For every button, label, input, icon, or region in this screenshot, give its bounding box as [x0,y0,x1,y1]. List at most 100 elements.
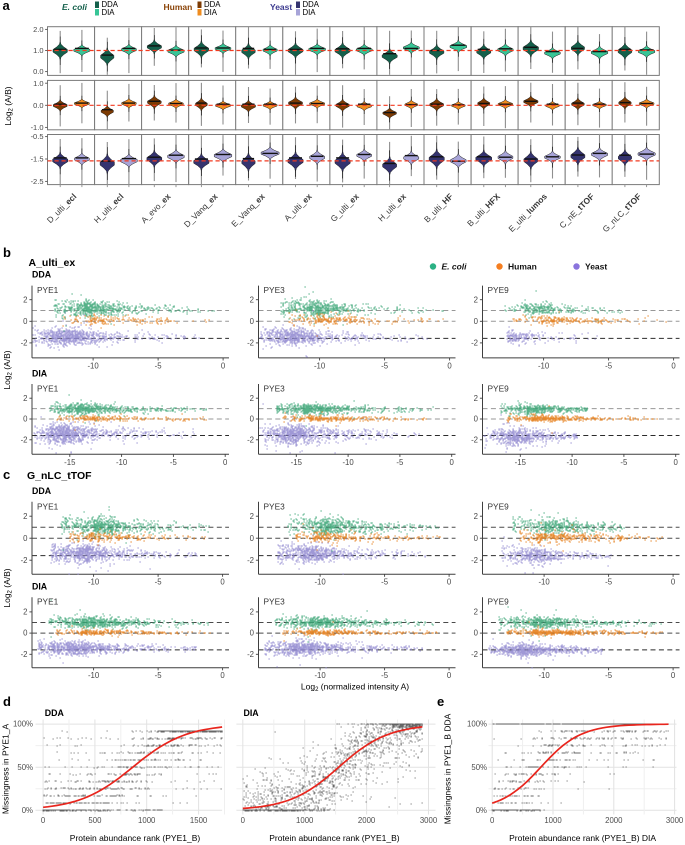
svg-text:500: 500 [88,816,102,825]
svg-text:DIA: DIA [32,581,48,591]
svg-text:-10: -10 [314,671,326,680]
svg-text:0: 0 [474,415,479,424]
svg-text:-5: -5 [170,458,178,467]
svg-text:Protein abundance rank (PYE1_B: Protein abundance rank (PYE1_B) [70,833,201,843]
svg-text:0: 0 [250,534,255,543]
svg-text:PYE9: PYE9 [488,597,510,607]
svg-text:0: 0 [474,534,479,543]
svg-text:2.0: 2.0 [33,25,43,34]
svg-text:0: 0 [221,361,226,370]
svg-text:b: b [3,245,11,260]
svg-text:0: 0 [250,629,255,638]
svg-text:2: 2 [250,512,254,521]
svg-text:-10: -10 [566,458,578,467]
svg-text:2000: 2000 [605,816,623,825]
svg-text:0: 0 [250,415,255,424]
svg-text:-2: -2 [21,339,28,348]
svg-text:-5: -5 [396,458,404,467]
svg-text:-1.5: -1.5 [31,155,44,164]
svg-text:0: 0 [447,671,452,680]
svg-text:DIA: DIA [102,8,116,17]
svg-text:-10: -10 [314,578,326,587]
svg-text:50%: 50% [471,763,487,772]
svg-text:0: 0 [223,458,228,467]
svg-text:PYE9: PYE9 [488,384,510,394]
svg-text:Log2 (normalized intensity A): Log2 (normalized intensity A) [301,682,409,694]
svg-text:-2: -2 [21,650,28,659]
svg-text:50%: 50% [17,763,33,772]
svg-text:c: c [3,467,10,482]
svg-text:Yeast: Yeast [585,262,607,272]
svg-text:-0.5: -0.5 [31,132,44,141]
svg-text:1000: 1000 [296,816,314,825]
svg-text:-15: -15 [64,458,76,467]
svg-text:-10: -10 [538,361,550,370]
svg-text:PYE1: PYE1 [37,501,59,511]
svg-text:PYE3: PYE3 [264,501,286,511]
svg-text:-5: -5 [605,578,613,587]
svg-text:0.0: 0.0 [33,67,43,76]
svg-text:Missingness in PYE1_A: Missingness in PYE1_A [1,724,11,815]
svg-text:2: 2 [23,608,27,617]
svg-text:0%: 0% [22,806,33,815]
svg-text:-5: -5 [605,361,613,370]
svg-text:1000: 1000 [138,816,156,825]
svg-text:DDA: DDA [303,0,320,9]
svg-text:-5: -5 [381,361,389,370]
svg-text:0: 0 [490,816,495,825]
svg-text:100%: 100% [13,720,33,729]
svg-text:PYE3: PYE3 [264,384,286,394]
svg-text:Human: Human [164,2,193,12]
svg-text:0: 0 [450,458,455,467]
svg-text:0: 0 [23,534,28,543]
svg-text:PYE1: PYE1 [37,384,59,394]
svg-text:PYE9: PYE9 [488,501,510,511]
svg-text:a: a [3,0,11,13]
svg-text:0: 0 [474,317,479,326]
svg-text:2: 2 [474,608,478,617]
svg-text:PYE3: PYE3 [264,285,286,295]
svg-text:Log2 (A/B): Log2 (A/B) [2,350,14,389]
svg-text:-2.5: -2.5 [31,177,44,186]
svg-text:0: 0 [220,578,225,587]
svg-text:-10: -10 [538,671,550,680]
svg-text:-5: -5 [155,671,163,680]
svg-text:E. coli: E. coli [62,2,88,12]
svg-text:-5: -5 [605,671,613,680]
svg-text:-2: -2 [471,650,478,659]
svg-text:2000: 2000 [358,816,376,825]
svg-text:2: 2 [23,295,27,304]
svg-text:-5: -5 [381,671,389,680]
svg-text:0: 0 [447,578,452,587]
svg-text:Protein abundance rank (PYE1_B: Protein abundance rank (PYE1_B) DIA [509,833,656,843]
svg-text:Protein abundance rank (PYE1_B: Protein abundance rank (PYE1_B) [269,833,400,843]
svg-text:PYE1: PYE1 [37,285,59,295]
svg-text:3000: 3000 [420,816,438,825]
svg-text:E. coli: E. coli [442,262,468,272]
svg-text:2: 2 [250,295,254,304]
svg-text:0: 0 [671,361,676,370]
svg-text:3000: 3000 [666,816,684,825]
svg-text:e: e [437,694,444,709]
svg-text:0: 0 [220,671,225,680]
svg-text:-10: -10 [538,578,550,587]
svg-text:-15: -15 [515,458,527,467]
svg-text:1.0: 1.0 [33,79,43,88]
svg-text:-10: -10 [87,361,99,370]
svg-text:0: 0 [241,816,246,825]
svg-text:2: 2 [250,394,254,403]
svg-text:0: 0 [23,415,28,424]
svg-text:A_ulti_ex: A_ulti_ex [29,257,76,269]
svg-text:DIA: DIA [303,8,317,17]
svg-text:-1.0: -1.0 [31,123,44,132]
svg-text:DDA: DDA [32,486,52,496]
svg-text:DIA: DIA [204,8,218,17]
svg-text:Log2 (A/B): Log2 (A/B) [3,86,15,125]
svg-text:d: d [3,694,11,709]
svg-text:DDA: DDA [45,708,65,718]
svg-text:-2: -2 [471,556,478,565]
svg-text:0: 0 [23,629,28,638]
svg-text:DIA: DIA [244,708,260,718]
svg-text:Yeast: Yeast [270,2,292,12]
svg-text:-10: -10 [88,578,100,587]
